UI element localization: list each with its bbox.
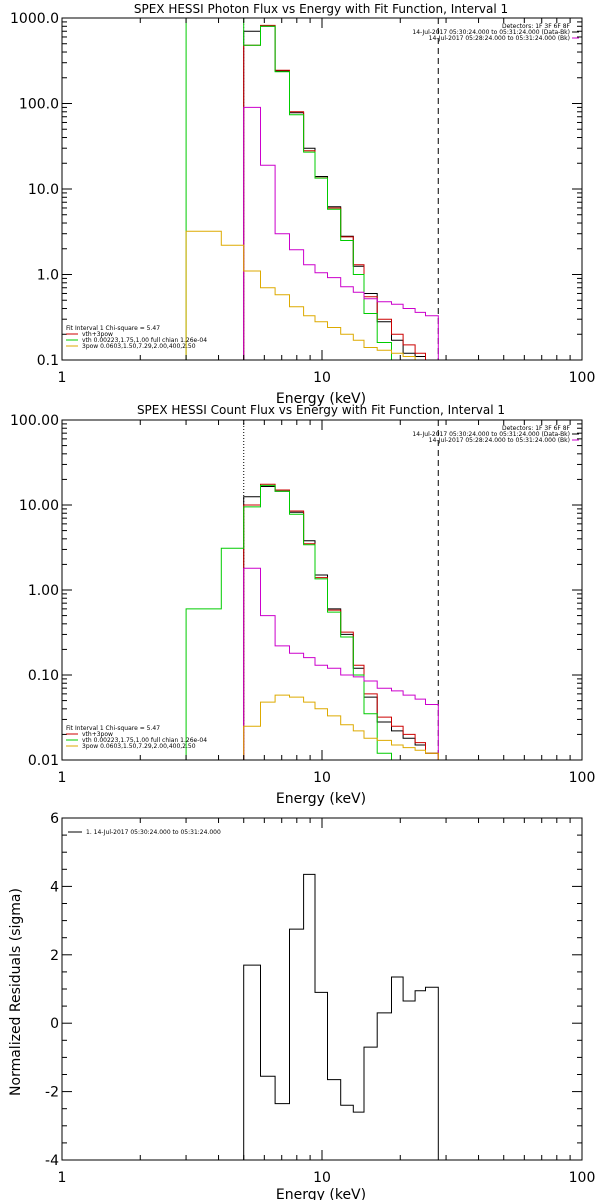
y-tick-label: 4	[50, 879, 59, 895]
x-tick-label: 10	[313, 770, 331, 786]
x-tick-label: 100	[569, 1170, 596, 1186]
residuals-plot: 1 10 100 -4 -2 0 2 4 6 1. 14-Jul-2017 05:30:24.00…	[45, 811, 596, 1186]
chart-title: SPEX HESSI Count Flux vs Energy with Fit…	[137, 403, 505, 417]
y-tick-label: 0.1	[37, 353, 59, 369]
info-line: Detectors: 1F 3F 6F 8F	[502, 425, 571, 432]
chart-title: SPEX HESSI Photon Flux vs Energy with Fi…	[134, 2, 508, 16]
y-tick-label: -4	[45, 1153, 59, 1169]
fit-line-label: 3pow 0.0603,1.50,7.29,2.00,400,2.50	[82, 343, 196, 350]
fit-line-label: Fit Interval 1 Chi-square = 5.47	[66, 725, 160, 732]
x-tick-label: 1	[58, 770, 67, 786]
y-tick-label: 1000.0	[10, 11, 59, 27]
plot-data	[185, 420, 439, 760]
info-line: 14-Jul-2017 05:28:24.000 to 05:31:24.000…	[429, 437, 570, 444]
fit-line-label: vth+3pow	[82, 731, 113, 738]
info-line: 14-Jul-2017 05:30:24.000 to 05:31:24.000…	[412, 29, 570, 36]
series-line-3	[243, 567, 439, 760]
y-tick-label: 0	[50, 1016, 59, 1032]
plot-frame	[61, 17, 583, 361]
series-line-2	[185, 18, 439, 360]
y-axis-label: Normalized Residuals (sigma)	[8, 888, 24, 1096]
series-line-3	[243, 106, 439, 360]
series-line-0	[243, 486, 439, 760]
x-tick-label: 10	[313, 1170, 331, 1186]
photon-flux-plot: 1 10 100 0.1 1.0 10.0 100.0 1000.0 Detectors: 1F…	[10, 11, 596, 386]
series-line-1	[243, 24, 439, 360]
plot-data	[243, 873, 439, 1160]
y-tick-label: 100.0	[19, 97, 59, 113]
fit-line-label: Fit Interval 1 Chi-square = 5.47	[66, 325, 160, 332]
y-tick-label: 2	[50, 948, 59, 964]
residuals-panel: Energy (keV) Normalized Residuals (sigma…	[8, 811, 595, 1200]
y-tick-label: 10.0	[28, 182, 59, 198]
fit-line-label: vth 0.00223,1.75,1.00 full chian 1.26e-0…	[82, 737, 207, 744]
y-tick-label: 6	[50, 811, 59, 827]
info-line: 14-Jul-2017 05:30:24.000 to 05:31:24.000…	[412, 431, 570, 438]
y-tick-label: 100.00	[10, 413, 59, 429]
fit-line-label: vth+3pow	[82, 331, 113, 338]
x-tick-label: 100	[569, 370, 596, 386]
x-tick-label: 100	[569, 770, 596, 786]
photon-flux-panel: SPEX HESSI Photon Flux vs Energy with Fi…	[10, 2, 596, 407]
plot-data	[185, 18, 439, 360]
series-line-1	[243, 483, 439, 760]
info-line: Detectors: 1F 3F 6F 8F	[502, 23, 571, 30]
y-tick-label: 1.00	[28, 583, 59, 599]
x-axis-label: Energy (keV)	[276, 1187, 366, 1200]
x-axis-label: Energy (keV)	[276, 391, 366, 407]
series-line-4	[185, 230, 439, 360]
x-tick-label: 10	[313, 370, 331, 386]
y-tick-label: 0.01	[28, 753, 59, 769]
series-line-0	[243, 25, 439, 360]
count-flux-plot: 1 10 100 0.01 0.10 1.00 10.00 100.00 Detectors: …	[10, 413, 596, 786]
series-line-4	[243, 694, 439, 760]
y-tick-label: 1.0	[37, 268, 59, 284]
series-line-2	[185, 484, 392, 760]
fit-line-label: vth 0.00223,1.75,1.00 full chian 1.26e-0…	[82, 337, 207, 344]
fit-line-label: 3pow 0.0603,1.50,7.29,2.00,400,2.50	[82, 743, 196, 750]
info-line: 14-Jul-2017 05:28:24.000 to 05:31:24.000…	[429, 35, 570, 42]
y-tick-label: 0.10	[28, 668, 59, 684]
x-tick-label: 1	[58, 1170, 67, 1186]
count-flux-panel: SPEX HESSI Count Flux vs Energy with Fit…	[10, 403, 595, 807]
y-tick-label: -2	[45, 1085, 59, 1101]
x-axis-label: Energy (keV)	[276, 791, 366, 807]
y-tick-label: 10.00	[19, 498, 59, 514]
plot-frame	[61, 817, 583, 1161]
x-tick-label: 1	[58, 370, 67, 386]
legend-label: 1. 14-Jul-2017 05:30:24.000 to 05:31:24.…	[86, 829, 221, 836]
series-line-0	[243, 873, 439, 1160]
